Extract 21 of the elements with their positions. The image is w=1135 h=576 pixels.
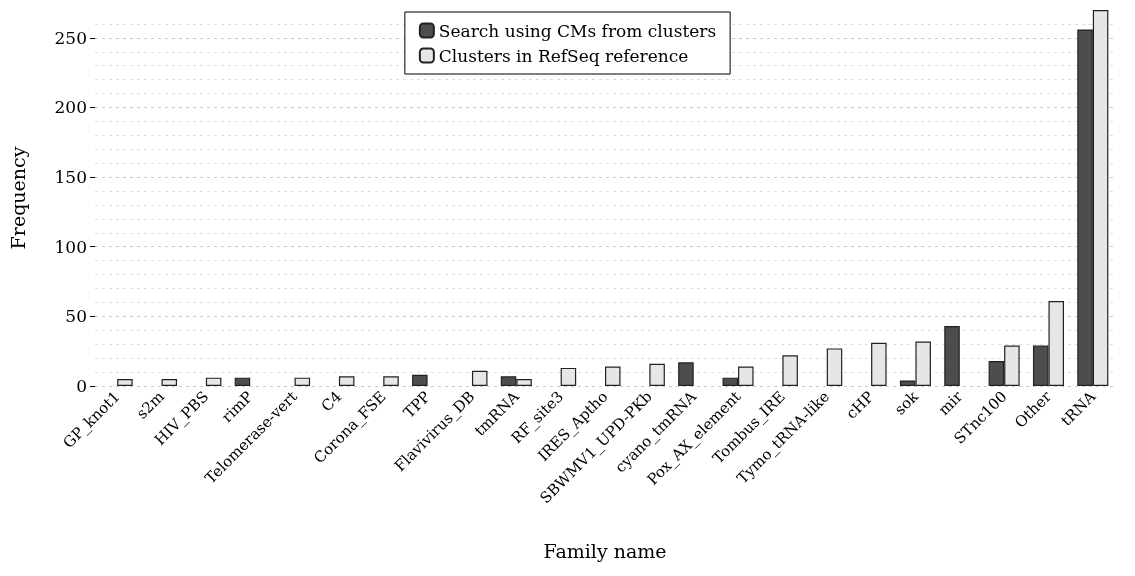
bar xyxy=(161,379,178,386)
y-axis-title: Frequency xyxy=(6,146,29,250)
bar xyxy=(944,326,960,386)
x-tick-label: sok xyxy=(890,386,923,419)
y-tick-label: 250 xyxy=(54,27,87,48)
bar xyxy=(383,376,399,386)
y-tick-label: 150 xyxy=(54,167,87,188)
y-tick-label: 200 xyxy=(54,97,87,118)
legend-label: Search using CMs from clusters xyxy=(438,20,717,41)
bar xyxy=(338,376,355,386)
bar xyxy=(678,362,694,386)
bar xyxy=(294,377,311,386)
bar xyxy=(205,377,222,386)
y-tick-label: 100 xyxy=(54,236,87,257)
bar xyxy=(234,377,251,386)
bar xyxy=(117,379,133,386)
legend-label: Clusters in RefSeq reference xyxy=(438,45,689,66)
bar xyxy=(412,374,428,386)
y-tick-label: 50 xyxy=(65,306,87,327)
y-tick-label: 0 xyxy=(76,376,87,396)
x-axis-title: Family name xyxy=(543,539,667,562)
